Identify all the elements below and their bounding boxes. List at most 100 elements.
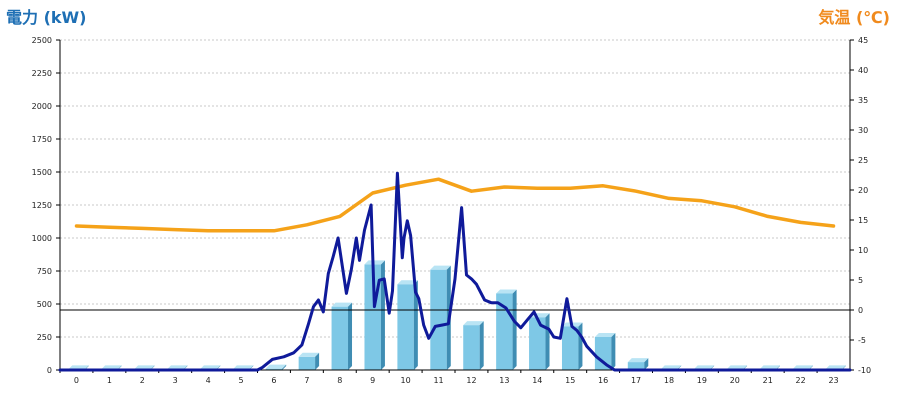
y-tick-label: 250 [37,333,52,342]
bar [529,317,546,370]
bar-top [726,365,748,370]
bar [594,337,612,370]
x-tick-label: 9 [370,376,375,385]
y2-tick-label: -10 [858,366,871,375]
bar-top [397,280,418,285]
right-axis-ticks: -10 -5 0 5 10 15 20 25 30 35 40 45 [850,36,871,375]
y-tick-label: 2250 [32,69,52,78]
bar-top [430,265,451,270]
x-tick-label: 23 [828,376,838,385]
x-tick-label: 11 [433,376,443,385]
right-axis-label: 気温 (℃) [818,8,890,27]
y-tick-label: 1250 [32,201,52,210]
bar-side [479,321,484,370]
bar-top [101,365,122,370]
x-tick-label: 20 [730,376,740,385]
x-tick-label: 7 [304,376,309,385]
bar [430,269,447,370]
x-tick-label: 3 [173,376,178,385]
x-tick-label: 18 [664,376,674,385]
bar-top [627,358,649,363]
bar-top [792,365,813,370]
bar-side [578,322,583,370]
bar-top [199,365,221,370]
bar-top [265,364,287,369]
y-tick-label: 750 [37,267,52,276]
x-tick-label: 4 [206,376,211,385]
bar-side [315,352,320,370]
x-tick-label: 17 [631,376,641,385]
x-tick-label: 22 [796,376,806,385]
bar [331,306,349,370]
bar-side [282,364,287,370]
y2-tick-label: 35 [858,96,868,105]
x-tick-label: 14 [532,376,542,385]
x-tick-label: 21 [763,376,773,385]
temperature-line [74,177,836,233]
power-line [58,171,852,372]
bar-top [298,352,320,357]
x-axis-ticks: 0 1 2 3 4 5 6 7 8 9 10 11 12 13 14 15 16 17 18 19 20 21 22 23 [59,370,839,385]
y-tick-label: 500 [37,300,52,309]
bar [397,284,414,370]
y-tick-label: 1750 [32,135,52,144]
x-tick-label: 12 [466,376,476,385]
bar-side [545,313,550,370]
bar [561,326,579,370]
bar [265,368,283,370]
bar-side [512,289,517,370]
bar-side [413,280,418,370]
bar-top [134,365,155,370]
bar [298,356,316,370]
y2-tick-label: 0 [858,306,863,315]
bar-top [463,321,484,326]
y-tick-label: 0 [47,366,52,375]
y-tick-label: 2000 [32,102,52,111]
bar-top [68,365,89,370]
x-tick-label: 19 [697,376,707,385]
bar-top [594,333,616,337]
y-tick-label: 1000 [32,234,52,243]
x-tick-label: 1 [107,376,112,385]
bar [463,325,480,370]
bar-series [68,260,846,371]
bar-side [611,333,616,370]
y2-tick-label: 10 [858,246,868,255]
y2-tick-label: 20 [858,186,868,195]
bar-top [825,365,846,370]
y2-tick-label: 15 [858,216,868,225]
bar-side [348,302,353,370]
x-tick-label: 0 [74,376,79,385]
x-tick-label: 16 [598,376,608,385]
bar-top [693,365,715,370]
bar-top [660,365,682,370]
bar-top [759,365,780,370]
bar-top [364,260,385,265]
x-tick-label: 15 [565,376,575,385]
grid-lines [60,39,850,338]
y-tick-label: 2500 [32,36,52,45]
bar-side [380,260,385,370]
y2-tick-label: -5 [858,336,866,345]
left-axis-ticks: 0 250 500 750 1000 1250 1500 1750 2000 2250 2500 [32,36,60,375]
bar-side [644,358,649,370]
bar-top [496,289,517,294]
x-tick-label: 10 [401,376,411,385]
x-tick-label: 2 [140,376,145,385]
y2-tick-label: 5 [858,276,863,285]
bar [627,362,645,370]
y2-tick-label: 25 [858,156,868,165]
y2-tick-label: 45 [858,36,868,45]
x-tick-label: 6 [271,376,276,385]
x-tick-label: 5 [238,376,243,385]
bar-top [232,365,254,370]
y2-tick-label: 40 [858,66,868,75]
bar-top [331,302,353,307]
x-tick-label: 8 [337,376,342,385]
bar-top [166,365,188,370]
y-tick-label: 1500 [32,168,52,177]
left-axis-label: 電力 (kW) [6,8,87,27]
x-tick-label: 13 [499,376,509,385]
y2-tick-label: 30 [858,126,868,135]
